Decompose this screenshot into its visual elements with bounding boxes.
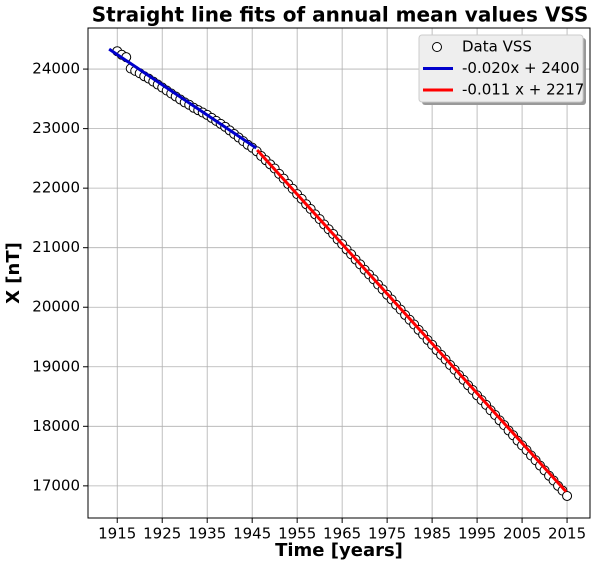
y-axis-label: X [nT]: [3, 242, 24, 304]
x-tick-label: 1965: [323, 525, 361, 543]
y-tick-label: 17000: [32, 476, 80, 494]
x-tick-label: 1955: [278, 525, 316, 543]
x-tick-label: 2005: [503, 525, 541, 543]
legend-label: -0.011 x + 2217: [462, 81, 584, 99]
chart-title: Straight line fits of annual mean values…: [92, 3, 588, 27]
x-tick-label: 1925: [143, 525, 181, 543]
legend-box: [418, 34, 584, 103]
y-tick-label: 19000: [32, 357, 80, 375]
x-tick-label: 1975: [368, 525, 406, 543]
x-axis-label: Time [years]: [275, 540, 403, 561]
y-tick-label: 23000: [32, 119, 80, 137]
legend-label: -0.020x + 2400: [462, 59, 580, 77]
fit-line: [256, 149, 568, 493]
y-tick-label: 20000: [32, 298, 80, 316]
data-point: [562, 490, 573, 501]
x-tick-label: 1945: [233, 525, 271, 543]
x-tick-label: 1915: [98, 525, 136, 543]
fit-line: [108, 47, 258, 150]
y-tick-label: 18000: [32, 417, 80, 435]
x-tick-label: 2015: [548, 525, 586, 543]
legend-label: Data VSS: [462, 38, 532, 56]
y-tick-label: 22000: [32, 179, 80, 197]
y-tick-label: 21000: [32, 238, 80, 256]
x-tick-label: 1995: [458, 525, 496, 543]
legend-marker: [432, 42, 442, 52]
x-tick-label: 1985: [413, 525, 451, 543]
y-tick-label: 24000: [32, 60, 80, 78]
x-tick-label: 1935: [188, 525, 226, 543]
plot-frame: [87, 27, 591, 519]
